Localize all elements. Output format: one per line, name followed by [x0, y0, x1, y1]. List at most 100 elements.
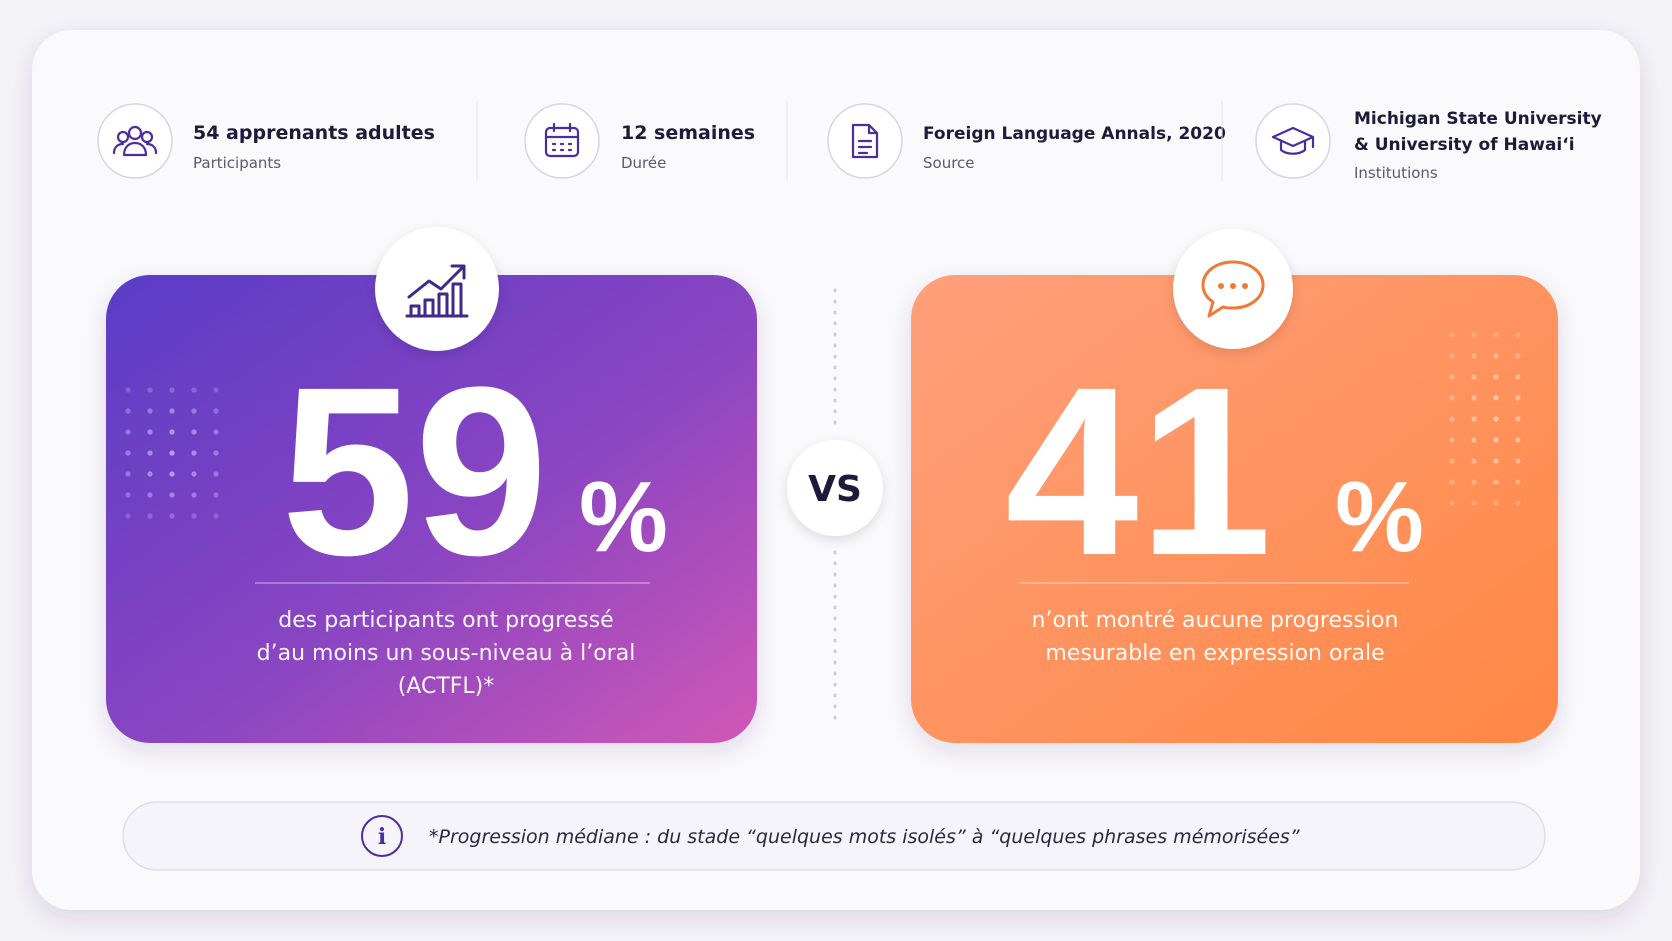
- dot: [213, 450, 219, 456]
- dot: [1515, 458, 1521, 464]
- dot: [1471, 416, 1477, 422]
- dot: [125, 513, 131, 519]
- icon-circle: [97, 103, 173, 179]
- dot: [125, 450, 131, 456]
- calendar-icon: [544, 122, 580, 158]
- dot: [1515, 332, 1521, 338]
- dot: [1515, 395, 1521, 401]
- dot: [1449, 479, 1455, 485]
- dot: [1471, 374, 1477, 380]
- info-label: Institutions: [1354, 164, 1438, 182]
- info-row: 54 apprenants adultes Participants 12 se…: [97, 101, 1602, 182]
- footnote: *Progression médiane : du stade “quelque…: [429, 826, 1300, 848]
- stat-value: 59: [281, 337, 548, 605]
- growth-icon: [405, 264, 469, 318]
- dot: [125, 387, 131, 393]
- dot: [191, 429, 197, 435]
- dot: [1449, 458, 1455, 464]
- dot: [1449, 395, 1455, 401]
- dot: [169, 387, 175, 393]
- dot: [191, 450, 197, 456]
- dot: [191, 387, 197, 393]
- dot: [1471, 395, 1477, 401]
- dot: [147, 408, 153, 414]
- dot: [1471, 479, 1477, 485]
- dot: [169, 492, 175, 498]
- dot: [1493, 458, 1499, 464]
- icon-circle: [1255, 103, 1331, 179]
- dot: [169, 513, 175, 519]
- info-label: Participants: [193, 154, 281, 172]
- dot: [125, 408, 131, 414]
- dot: [213, 408, 219, 414]
- stat-description: mesurable en expression orale: [1045, 641, 1384, 666]
- footnote-box: [122, 801, 1546, 871]
- dot: [1471, 332, 1477, 338]
- stat-unit: %: [579, 461, 668, 573]
- document-icon: [851, 123, 879, 159]
- dot: [1471, 353, 1477, 359]
- dot: [1493, 500, 1499, 506]
- dot: [147, 429, 153, 435]
- dot: [147, 492, 153, 498]
- dot: [1515, 353, 1521, 359]
- graduation-icon: [1271, 126, 1315, 155]
- stat-description: n’ont montré aucune progression: [1032, 608, 1399, 633]
- dot: [147, 387, 153, 393]
- dot: [1515, 416, 1521, 422]
- dot: [213, 387, 219, 393]
- dot: [1449, 437, 1455, 443]
- dot: [1493, 437, 1499, 443]
- dot: [1449, 353, 1455, 359]
- dot: [147, 471, 153, 477]
- dot: [191, 408, 197, 414]
- dot: [1471, 437, 1477, 443]
- dot: [1449, 416, 1455, 422]
- stat-unit: %: [1335, 461, 1424, 573]
- stat-card: [911, 275, 1558, 743]
- dot: [1493, 374, 1499, 380]
- dot: [125, 471, 131, 477]
- dot: [125, 492, 131, 498]
- dot: [213, 513, 219, 519]
- dot: [1471, 458, 1477, 464]
- info-title: 12 semaines: [621, 122, 755, 144]
- info-title: Michigan State University: [1354, 109, 1602, 129]
- info-icon-glyph: i: [378, 824, 386, 850]
- dot: [1493, 353, 1499, 359]
- people-icon: [112, 125, 158, 157]
- info-title: 54 apprenants adultes: [193, 122, 435, 144]
- stat-card: [106, 275, 757, 743]
- dot: [169, 408, 175, 414]
- dot: [1493, 332, 1499, 338]
- vs-badge: [787, 440, 883, 536]
- icon-circle: [524, 103, 600, 179]
- info-label: Durée: [621, 154, 666, 172]
- dot: [1515, 479, 1521, 485]
- dot: [1493, 395, 1499, 401]
- stat-description: d’au moins un sous-niveau à l’oral: [257, 641, 636, 666]
- stat-description: (ACTFL)*: [398, 674, 495, 699]
- dot: [169, 450, 175, 456]
- dot: [1493, 416, 1499, 422]
- info-title: Foreign Language Annals, 2020: [923, 124, 1226, 144]
- dot-pattern: [1449, 332, 1521, 506]
- dot: [1449, 374, 1455, 380]
- dot: [213, 471, 219, 477]
- dot: [147, 513, 153, 519]
- dot: [1449, 500, 1455, 506]
- icon-circle: [375, 227, 499, 351]
- dot: [1493, 479, 1499, 485]
- dot: [169, 429, 175, 435]
- dot: [1471, 500, 1477, 506]
- info-label: Source: [923, 154, 975, 172]
- dot: [213, 492, 219, 498]
- dot: [1515, 437, 1521, 443]
- vs-label: VS: [808, 469, 862, 510]
- dot: [1449, 332, 1455, 338]
- dot: [125, 429, 131, 435]
- dot: [191, 513, 197, 519]
- info-icon: [361, 815, 403, 857]
- dot: [191, 492, 197, 498]
